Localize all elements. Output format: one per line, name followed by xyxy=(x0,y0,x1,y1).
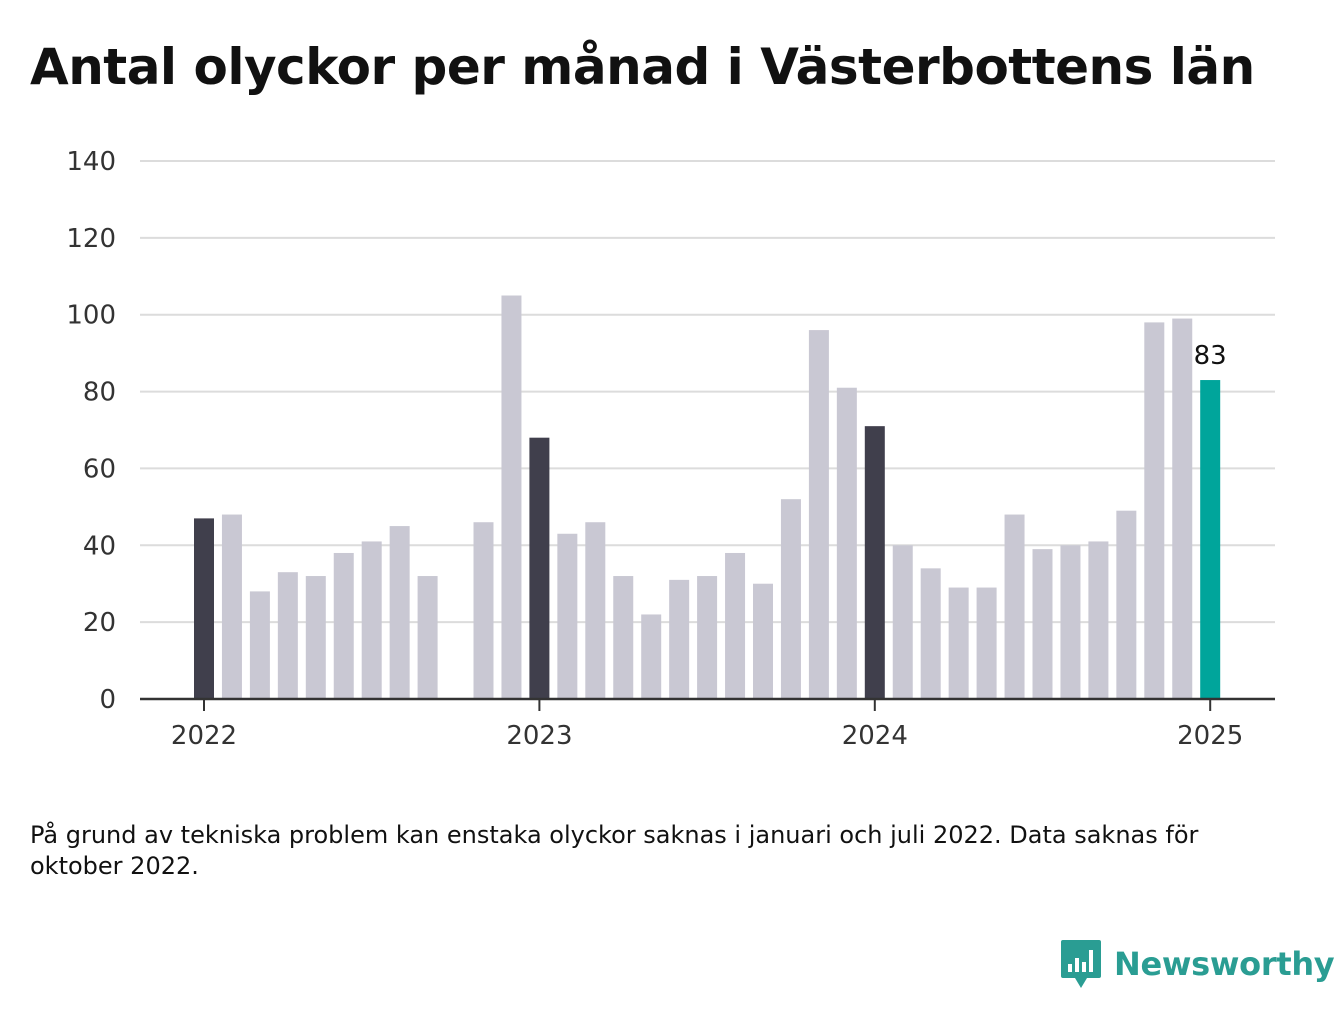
bar-2023-09 xyxy=(753,583,773,699)
bar-2023-08 xyxy=(725,552,746,699)
bar-2023-11 xyxy=(808,330,829,699)
bar-2024-04 xyxy=(948,587,969,699)
bar-2024-02 xyxy=(892,545,913,699)
bar-2024-09 xyxy=(1088,541,1109,699)
x-tick-label-2024: 2024 xyxy=(842,721,908,751)
bar-2024-01 xyxy=(864,426,885,699)
bar-2023-04 xyxy=(613,576,634,699)
bar-2024-08 xyxy=(1060,545,1081,699)
bar-2022-06 xyxy=(333,552,354,699)
bar-2024-03 xyxy=(920,568,941,699)
bar-2023-07 xyxy=(697,576,718,699)
bar-2022-09 xyxy=(417,576,438,699)
bar-2024-06 xyxy=(1004,514,1025,699)
bar-2022-11 xyxy=(473,522,494,699)
footnote: På grund av tekniska problem kan enstaka… xyxy=(30,821,1199,880)
bar-2024-11 xyxy=(1144,322,1165,699)
bar-2022-08 xyxy=(389,526,410,699)
brand-name: Newsworthy xyxy=(1114,945,1335,983)
y-tick-label-40: 40 xyxy=(83,531,116,561)
bar-2022-03 xyxy=(249,591,270,699)
y-tick-label-80: 80 xyxy=(83,378,116,408)
bar-2023-12 xyxy=(836,387,857,699)
brand-logo: Newsworthy xyxy=(1060,938,1335,990)
bar-2024-12 xyxy=(1172,318,1193,699)
bar-2023-10 xyxy=(780,499,801,699)
y-tick-label-0: 0 xyxy=(99,685,116,715)
bar-2024-10 xyxy=(1116,510,1137,699)
bar-2025-01 xyxy=(1200,380,1221,699)
x-axis-ticks: 2022 2023 2024 2025 xyxy=(171,699,1243,751)
bar-2023-02 xyxy=(557,533,578,699)
x-tick-label-2025: 2025 xyxy=(1177,721,1243,751)
x-tick-label-2022: 2022 xyxy=(171,721,237,751)
y-tick-label-60: 60 xyxy=(83,454,116,484)
bar-2022-01 xyxy=(194,518,214,699)
bar-2023-03 xyxy=(585,522,606,699)
bars xyxy=(194,295,1221,699)
y-tick-label-20: 20 xyxy=(83,608,116,638)
gridlines xyxy=(140,160,1275,624)
x-tick-label-2023: 2023 xyxy=(506,721,572,751)
y-tick-label-100: 100 xyxy=(66,301,116,331)
y-tick-label-140: 140 xyxy=(66,147,116,177)
y-tick-label-120: 120 xyxy=(66,224,116,254)
bar-2022-12 xyxy=(501,295,522,699)
bar-2022-04 xyxy=(277,572,298,699)
bar-2024-05 xyxy=(976,587,997,699)
data-label-2025-01: 83 xyxy=(1194,341,1227,371)
chart-title: Antal olyckor per månad i Västerbottens … xyxy=(30,38,1255,96)
bar-chart: 0 20 40 60 80 100 120 140 2022 2023 2024 2025 83 xyxy=(66,147,1275,751)
newsworthy-bar-chart-icon xyxy=(1061,940,1101,988)
bar-2023-06 xyxy=(669,579,690,699)
data-labels: 83 xyxy=(1194,341,1227,371)
bar-2024-07 xyxy=(1032,549,1053,699)
bar-2023-05 xyxy=(641,614,662,699)
y-axis-ticks: 0 20 40 60 80 100 120 140 xyxy=(66,147,116,715)
bar-2022-05 xyxy=(305,576,326,699)
bar-2022-02 xyxy=(221,514,242,699)
bar-2023-01 xyxy=(529,437,550,699)
bar-2022-07 xyxy=(361,541,382,699)
